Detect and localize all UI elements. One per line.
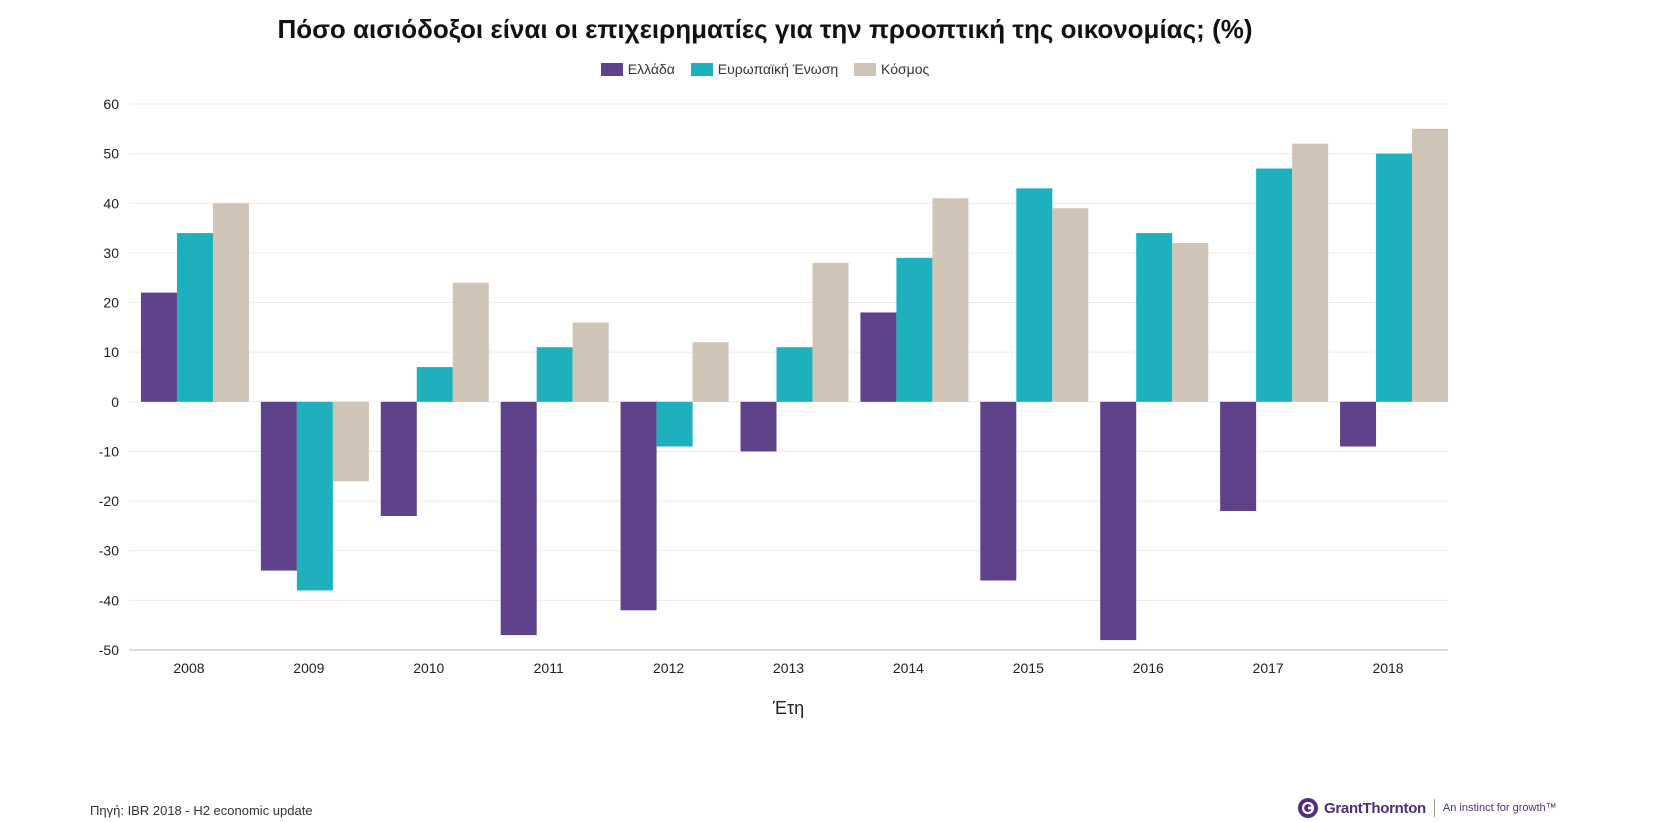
- logo-tagline: An instinct for growth™: [1442, 802, 1557, 814]
- x-tick-label: 2012: [653, 660, 684, 676]
- x-tick-label: 2010: [413, 660, 444, 676]
- y-tick-label: -50: [99, 642, 119, 658]
- y-tick-label: -10: [99, 443, 119, 459]
- y-tick-label: 50: [103, 146, 119, 162]
- bar-greece-2016: [1100, 401, 1137, 641]
- x-tick-label: 2009: [293, 660, 324, 676]
- x-tick-label: 2018: [1372, 660, 1403, 676]
- bar-world-2010: [452, 282, 489, 402]
- bar-world-2008: [212, 203, 249, 402]
- bar-eu-2009: [296, 401, 333, 591]
- bar-eu-2013: [776, 347, 813, 402]
- x-tick-label: 2016: [1133, 660, 1164, 676]
- legend-item-greece: Ελλάδα: [600, 61, 675, 78]
- x-tick-label: 2014: [893, 660, 924, 676]
- chart-legend: Ελλάδα Ευρωπαϊκή Ένωση Κόσμος: [0, 60, 1530, 77]
- source-note: Πηγή: IBR 2018 - H2 economic update: [90, 803, 313, 818]
- bar-world-2009: [332, 401, 369, 482]
- bar-eu-2017: [1256, 168, 1293, 402]
- bar-world-2017: [1292, 143, 1329, 402]
- x-tick-label: 2011: [534, 660, 564, 676]
- y-tick-label: 30: [103, 245, 119, 261]
- y-tick-label: 10: [103, 344, 119, 360]
- y-tick-label: 60: [103, 96, 119, 112]
- bar-world-2012: [692, 342, 729, 402]
- bar-greece-2017: [1220, 401, 1257, 512]
- legend-item-eu: Ευρωπαϊκή Ένωση: [690, 61, 839, 78]
- bar-world-2016: [1172, 242, 1209, 402]
- bar-greece-2011: [500, 401, 537, 636]
- bar-greece-2014: [860, 312, 897, 402]
- legend-label-eu: Ευρωπαϊκή Ένωση: [717, 61, 839, 78]
- y-tick-label: -40: [99, 592, 119, 608]
- x-tick-label: 2015: [1013, 660, 1044, 676]
- legend-swatch-eu: [690, 63, 713, 77]
- logo-divider: [1433, 799, 1435, 817]
- bar-world-2013: [812, 262, 849, 402]
- x-axis-ticks: 2008 2009 2010 2011 2012 2013 2014 2015 2016 2017…: [173, 660, 1403, 676]
- legend-label-world: Κόσμος: [881, 61, 930, 78]
- bar-eu-2018: [1376, 153, 1413, 402]
- bar-greece-2015: [980, 401, 1017, 581]
- legend-swatch-world: [854, 63, 877, 77]
- y-axis-ticks: 60 50 40 30 20 10 0 -10 -20 -30 -40 -50: [99, 96, 119, 658]
- grant-thornton-logo-icon: [1298, 798, 1318, 818]
- bar-eu-2014: [896, 257, 933, 402]
- bar-eu-2008: [176, 233, 213, 402]
- x-tick-label: 2013: [773, 660, 804, 676]
- bar-eu-2011: [536, 347, 573, 402]
- logo-name: GrantThornton: [1324, 799, 1426, 817]
- legend-swatch-greece: [600, 63, 623, 77]
- x-tick-label: 2017: [1253, 660, 1284, 676]
- bar-world-2014: [932, 198, 969, 402]
- legend-label-greece: Ελλάδα: [627, 61, 675, 78]
- bar-eu-2016: [1136, 233, 1173, 402]
- x-tick-label: 2008: [173, 660, 204, 676]
- y-tick-label: 20: [103, 295, 119, 311]
- bar-world-2011: [572, 322, 609, 402]
- bar-eu-2015: [1016, 188, 1053, 402]
- y-tick-label: 0: [111, 394, 119, 410]
- grant-thornton-logo: GrantThornton An instinct for growth™: [1297, 795, 1557, 821]
- bar-eu-2012: [656, 401, 693, 447]
- bar-world-2018: [1412, 128, 1449, 402]
- bar-world-2015: [1052, 208, 1089, 402]
- bars: [140, 128, 1449, 641]
- bar-greece-2010: [380, 401, 417, 516]
- x-axis-title: Έτη: [772, 698, 804, 718]
- chart-title: Πόσο αισιόδοξοι είναι οι επιχειρηματίες …: [277, 14, 1253, 44]
- bar-greece-2018: [1340, 401, 1377, 447]
- y-tick-label: 40: [103, 195, 119, 211]
- bar-greece-2013: [740, 401, 777, 452]
- y-tick-label: -30: [99, 543, 119, 559]
- y-tick-label: -20: [99, 493, 119, 509]
- bar-eu-2010: [416, 367, 453, 402]
- bar-greece-2012: [620, 401, 657, 611]
- legend-item-world: Κόσμος: [854, 61, 929, 77]
- bar-greece-2008: [140, 292, 177, 402]
- bar-greece-2009: [260, 401, 297, 571]
